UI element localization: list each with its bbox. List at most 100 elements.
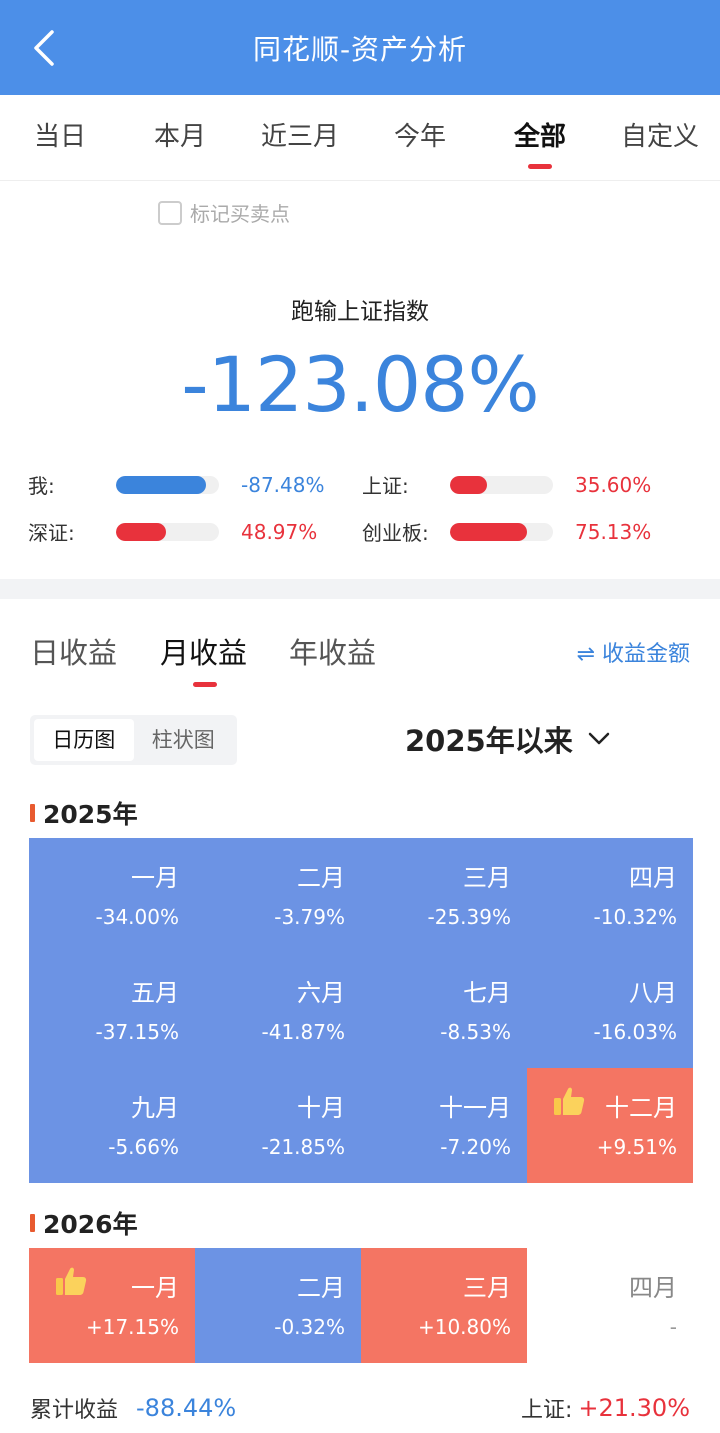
calendar-view-button[interactable]: 日历图 [34, 719, 134, 761]
month-return: -7.20% [440, 1135, 511, 1159]
tab-three-months[interactable]: 近三月 [260, 121, 339, 152]
compare-bar-fill [116, 475, 206, 494]
year-marker [30, 1214, 35, 1232]
subtab-daily[interactable]: 日收益 [30, 636, 118, 670]
month-name: 一月 [131, 1274, 179, 1302]
year-label: 2025年 [43, 800, 138, 829]
month-cell[interactable]: 三月 -25.39% [361, 838, 527, 953]
compare-label: 我: [28, 474, 55, 498]
thumbs-up-icon [55, 1266, 87, 1296]
compare-value: 35.60% [575, 472, 652, 497]
month-cell[interactable]: 一月 -34.00% [29, 838, 195, 953]
month-return: -0.32% [274, 1315, 345, 1339]
compare-chinext: 创业板: 75.13% [362, 517, 651, 546]
subtab-monthly[interactable]: 月收益 [160, 636, 248, 670]
month-cell[interactable]: 十二月 +9.51% [527, 1068, 693, 1183]
tab-this-month[interactable]: 本月 [153, 121, 206, 152]
month-name: 四月 [629, 1274, 677, 1302]
subtab-yearly[interactable]: 年收益 [289, 636, 377, 670]
compare-shenzhen: 深证: 48.97% [28, 517, 317, 546]
compare-me: 我: -87.48% [28, 470, 324, 499]
month-return: -34.00% [95, 905, 179, 929]
month-cell[interactable]: 二月 -3.79% [195, 838, 361, 953]
compare-bar-fill [450, 522, 528, 541]
chevron-down-icon [588, 732, 609, 745]
month-return: -8.53% [440, 1020, 511, 1044]
index-value: +21.30% [578, 1394, 690, 1422]
period-dropdown[interactable]: 2025年以来 [405, 718, 611, 760]
month-name: 七月 [463, 979, 511, 1007]
month-cell[interactable]: 四月 - [527, 1248, 693, 1363]
month-return: -5.66% [108, 1135, 179, 1159]
compare-bar-track [116, 522, 219, 541]
compare-value: -87.48% [241, 472, 325, 497]
view-switch: 日历图 柱状图 [30, 715, 237, 765]
month-cell[interactable]: 五月 -37.15% [29, 953, 195, 1068]
tab-this-year[interactable]: 今年 [393, 121, 446, 152]
compare-label: 创业板: [362, 521, 429, 545]
month-name: 八月 [629, 979, 677, 1007]
month-cell[interactable]: 六月 -41.87% [195, 953, 361, 1068]
month-cell[interactable]: 七月 -8.53% [361, 953, 527, 1068]
month-name: 四月 [629, 864, 677, 892]
month-name: 一月 [131, 864, 179, 892]
thumbs-up-icon [553, 1086, 585, 1116]
cumulative-label: 累计收益 [30, 1398, 119, 1423]
month-return: +9.51% [596, 1135, 677, 1159]
month-name: 五月 [131, 979, 179, 1007]
month-name: 九月 [131, 1094, 179, 1122]
month-cell[interactable]: 九月 -5.66% [29, 1068, 195, 1183]
compare-bar-track [116, 475, 219, 494]
month-cell[interactable]: 二月 -0.32% [195, 1248, 361, 1363]
month-name: 十一月 [439, 1094, 511, 1122]
year-title-2026: 2026年 [30, 1205, 138, 1241]
tab-custom[interactable]: 自定义 [620, 121, 699, 152]
month-name: 二月 [297, 864, 345, 892]
month-return: -16.03% [593, 1020, 677, 1044]
compare-bar-track [450, 475, 553, 494]
summary-title: 跑输上证指数 [291, 299, 429, 325]
app-header: 同花顺-资产分析 [0, 0, 720, 95]
month-return: -3.79% [274, 905, 345, 929]
month-return: -21.85% [261, 1135, 345, 1159]
index-summary: 上证: +21.30% [521, 1392, 690, 1424]
summary-value: -123.08% [181, 340, 540, 429]
month-grid-2026: 一月 +17.15% 二月 -0.32% 三月 +10.80% 四月 - [29, 1248, 693, 1363]
period-tabs: 当日 本月 近三月 今年 全部 自定义 [0, 95, 720, 181]
month-cell[interactable]: 十月 -21.85% [195, 1068, 361, 1183]
month-name: 三月 [463, 864, 511, 892]
mark-trade-points[interactable]: 标记买卖点 [158, 198, 290, 227]
month-cell[interactable]: 八月 -16.03% [527, 953, 693, 1068]
mark-checkbox[interactable] [158, 200, 182, 225]
cumulative-value: -88.44% [136, 1394, 237, 1422]
amount-toggle-button[interactable]: ⇌ 收益金额 [576, 642, 690, 667]
year-marker [30, 804, 35, 822]
tab-all[interactable]: 全部 [480, 95, 600, 181]
month-name: 十二月 [605, 1094, 677, 1122]
compare-bar-fill [116, 522, 167, 541]
month-name: 十月 [297, 1094, 345, 1122]
month-return: -10.32% [593, 905, 677, 929]
compare-bar-fill [450, 475, 488, 494]
month-return: -37.15% [95, 1020, 179, 1044]
month-cell[interactable]: 三月 +10.80% [361, 1248, 527, 1363]
period-label: 2025年以来 [405, 724, 573, 758]
month-grid-2025: 一月 -34.00% 二月 -3.79% 三月 -25.39% 四月 -10.32% 五月 -37… [29, 838, 693, 1183]
month-return: +10.80% [417, 1315, 511, 1339]
back-arrow-icon[interactable] [30, 28, 56, 68]
subtab-indicator [193, 682, 217, 687]
month-name: 二月 [297, 1274, 345, 1302]
compare-value: 48.97% [241, 519, 318, 544]
month-cell[interactable]: 四月 -10.32% [527, 838, 693, 953]
mark-label: 标记买卖点 [190, 202, 290, 226]
month-cell[interactable]: 十一月 -7.20% [361, 1068, 527, 1183]
month-return: -25.39% [427, 905, 511, 929]
compare-label: 上证: [362, 474, 409, 498]
tab-today[interactable]: 当日 [33, 121, 86, 152]
month-return: +17.15% [85, 1315, 179, 1339]
month-cell[interactable]: 一月 +17.15% [29, 1248, 195, 1363]
return-subtabs: 日收益 月收益 年收益 ⇌ 收益金额 [0, 630, 720, 690]
bar-view-button[interactable]: 柱状图 [151, 728, 215, 752]
compare-label: 深证: [28, 521, 75, 545]
month-name: 六月 [297, 979, 345, 1007]
